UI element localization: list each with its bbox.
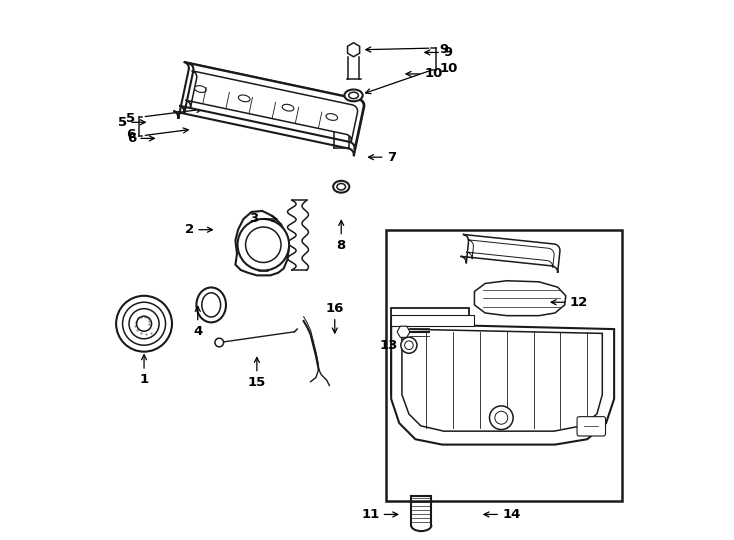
Ellipse shape (202, 293, 221, 317)
Text: 1: 1 (139, 373, 148, 386)
Circle shape (495, 411, 508, 424)
FancyBboxPatch shape (577, 417, 606, 436)
Text: 16: 16 (326, 301, 344, 315)
Ellipse shape (337, 184, 346, 190)
Ellipse shape (282, 104, 294, 111)
Ellipse shape (239, 95, 250, 102)
Text: 3: 3 (250, 212, 258, 226)
Text: 5: 5 (117, 116, 127, 129)
Bar (391, 308, 469, 394)
Text: 14: 14 (502, 508, 520, 521)
Circle shape (137, 316, 152, 331)
Text: 13: 13 (379, 339, 398, 352)
Circle shape (246, 227, 281, 262)
Text: 5: 5 (126, 112, 135, 125)
Ellipse shape (195, 86, 206, 92)
Polygon shape (179, 63, 364, 150)
Text: 6: 6 (126, 127, 135, 140)
Circle shape (215, 338, 224, 347)
Ellipse shape (333, 181, 349, 193)
Text: 12: 12 (570, 296, 588, 309)
Text: 10: 10 (424, 68, 443, 80)
Polygon shape (466, 240, 554, 268)
Text: 11: 11 (361, 508, 379, 521)
Circle shape (401, 337, 417, 353)
Text: 15: 15 (248, 376, 266, 389)
Circle shape (123, 302, 166, 345)
Polygon shape (347, 43, 360, 57)
Text: 9: 9 (440, 43, 448, 56)
Text: 2: 2 (185, 223, 194, 236)
Circle shape (404, 341, 413, 349)
Polygon shape (186, 71, 357, 142)
Polygon shape (391, 323, 614, 444)
Text: 8: 8 (337, 239, 346, 252)
Text: 6: 6 (127, 132, 136, 145)
Ellipse shape (344, 90, 363, 102)
Circle shape (490, 406, 513, 429)
Polygon shape (236, 211, 289, 275)
Bar (386, 230, 622, 501)
Circle shape (238, 219, 289, 271)
Polygon shape (460, 234, 560, 273)
Text: 9: 9 (443, 46, 452, 59)
Bar (391, 315, 474, 326)
Polygon shape (474, 281, 566, 316)
Ellipse shape (326, 113, 338, 120)
Circle shape (116, 296, 172, 352)
Text: 7: 7 (387, 151, 396, 164)
Polygon shape (397, 326, 410, 338)
Text: 10: 10 (440, 62, 458, 75)
Circle shape (129, 309, 159, 339)
Ellipse shape (349, 92, 358, 99)
Ellipse shape (197, 287, 226, 322)
Text: 4: 4 (193, 325, 203, 338)
Polygon shape (402, 329, 603, 431)
